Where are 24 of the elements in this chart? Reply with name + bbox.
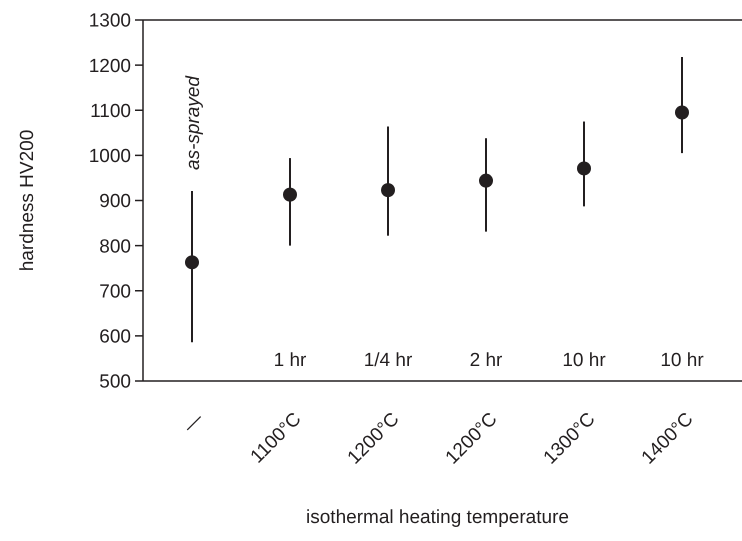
y-tick-label: 800	[99, 236, 131, 258]
annotation: 10 hr	[660, 350, 704, 371]
y-tick-label: 900	[99, 191, 131, 212]
x-axis-title: isothermal heating temperature	[306, 507, 569, 528]
point	[381, 183, 395, 198]
annotation: 1/4 hr	[364, 350, 413, 371]
point	[675, 106, 689, 120]
y-tick-label: 1200	[88, 56, 131, 77]
y-tick-label: 600	[99, 326, 131, 348]
point	[283, 188, 297, 202]
y-tick-label: 1100	[90, 100, 131, 122]
point	[479, 174, 493, 188]
annotation: 2 hr	[470, 350, 504, 371]
y-axis-title: hardness HV200	[17, 130, 38, 272]
y-tick-label: 500	[99, 372, 131, 393]
annotation: 1 hr	[274, 350, 308, 371]
y-tick-label: 1300	[88, 10, 131, 32]
y-tick-label: 1000	[88, 146, 131, 168]
annotation: 10 hr	[562, 350, 606, 371]
point	[185, 255, 199, 270]
annotation: as-sprayed	[183, 74, 204, 170]
y-tick-label: 700	[99, 281, 131, 302]
point	[577, 161, 591, 176]
x-tick-label: —	[179, 408, 208, 437]
